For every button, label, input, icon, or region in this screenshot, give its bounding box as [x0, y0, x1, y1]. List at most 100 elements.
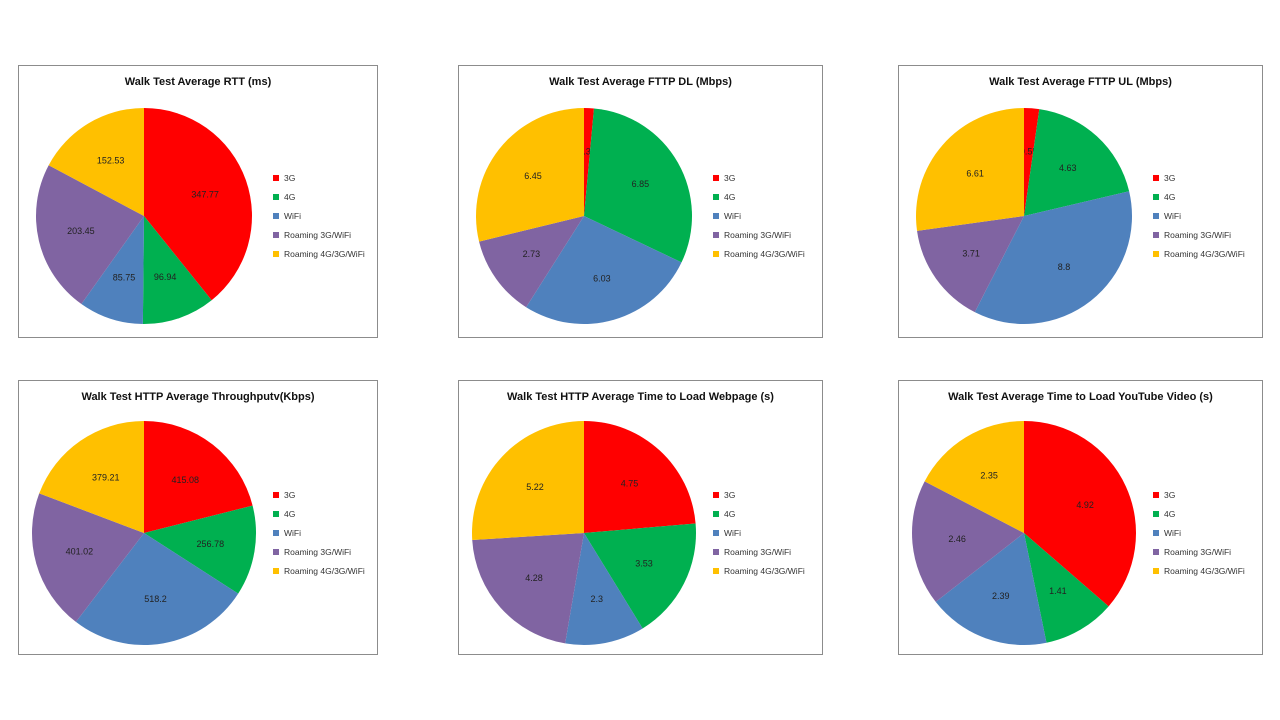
legend-item: 3G	[273, 168, 365, 187]
legend-swatch	[273, 567, 279, 574]
data-label: 5.22	[526, 482, 544, 492]
legend-item: Roaming 3G/WiFi	[273, 542, 365, 561]
legend-label: Roaming 3G/WiFi	[284, 229, 352, 240]
data-label: 256.78	[197, 539, 225, 549]
legend: 3G 4G WiFi Roaming 3G/WiFi Roaming 4G/3G/WiF…	[1153, 485, 1245, 580]
data-label: 379.21	[92, 473, 120, 483]
data-label: 2.35	[980, 471, 998, 481]
legend-swatch	[713, 231, 719, 238]
pie-slice-roaming-3g-wifi	[917, 216, 1024, 313]
legend: 3G 4G WiFi Roaming 3G/WiFi Roaming 4G/3G/WiF…	[713, 168, 805, 263]
data-label: 4.75	[621, 479, 639, 489]
legend-label: Roaming 4G/3G/WiFi	[724, 248, 805, 259]
legend-label: 4G	[1164, 191, 1176, 202]
data-label: 4.92	[1076, 500, 1094, 510]
legend-label: Roaming 4G/3G/WiFi	[1164, 248, 1245, 259]
legend-item: 3G	[273, 485, 365, 504]
legend-swatch	[273, 231, 279, 238]
chart-youtube-load: Walk Test Average Time to Load YouTube V…	[898, 380, 1263, 655]
legend-swatch	[713, 174, 719, 181]
legend-label: WiFi	[284, 527, 301, 538]
legend-label: Roaming 4G/3G/WiFi	[284, 565, 365, 576]
legend-item: Roaming 3G/WiFi	[1153, 542, 1245, 561]
legend-item: 3G	[1153, 168, 1245, 187]
legend-swatch	[713, 548, 719, 555]
legend-label: 3G	[724, 489, 736, 500]
legend-swatch	[1153, 548, 1159, 555]
pie-slice-wifi	[81, 216, 144, 324]
data-label: 96.94	[154, 272, 177, 282]
data-label: 2.3	[590, 594, 603, 604]
pie-slice-wifi	[565, 533, 643, 645]
data-label: 4.28	[525, 573, 543, 583]
legend-swatch	[1153, 529, 1159, 536]
data-label: 1.41	[1049, 586, 1067, 596]
legend-label: Roaming 3G/WiFi	[1164, 546, 1232, 557]
legend-label: Roaming 3G/WiFi	[1164, 229, 1232, 240]
legend-swatch	[1153, 491, 1159, 498]
pie-slice-3g	[144, 108, 252, 301]
data-label: 3.53	[635, 558, 653, 568]
pie: 347.77 96.94 85.75 203.45 152.53	[36, 108, 252, 324]
pie-slice-roaming-4g-3g-wifi	[48, 108, 144, 216]
data-label: 2.73	[523, 249, 541, 259]
pie-slice-4g	[584, 523, 696, 629]
chart-fttp-dl: Walk Test Average FTTP DL (Mbps) 0.33 6.85…	[458, 65, 823, 338]
legend-swatch	[713, 193, 719, 200]
data-label: 0.55	[1020, 146, 1038, 156]
pie-slice-roaming-4g-3g-wifi	[476, 107, 584, 242]
legend-label: Roaming 4G/3G/WiFi	[1164, 565, 1245, 576]
pie-slice-4g	[144, 505, 256, 594]
data-label: 152.53	[97, 155, 125, 165]
legend-swatch	[273, 193, 279, 200]
data-label: 6.61	[966, 168, 984, 178]
legend-swatch	[713, 250, 719, 257]
pie-slice-roaming-4g-3g-wifi	[924, 421, 1024, 533]
legend-label: WiFi	[1164, 527, 1181, 538]
pie-slice-roaming-3g-wifi	[36, 165, 144, 305]
legend-label: Roaming 3G/WiFi	[724, 229, 792, 240]
legend-item: 4G	[713, 187, 805, 206]
data-label: 347.77	[191, 189, 219, 199]
legend-item: 4G	[1153, 504, 1245, 523]
chart-title: Walk Test Average Time to Load YouTube V…	[948, 391, 1213, 403]
legend-item: 4G	[1153, 187, 1245, 206]
chart-http-throughput: Walk Test HTTP Average Throughputv(Kbps)…	[18, 380, 378, 655]
legend-swatch	[273, 174, 279, 181]
data-label: 6.03	[593, 273, 611, 283]
legend-label: 3G	[1164, 489, 1176, 500]
chart-title: Walk Test HTTP Average Time to Load Webp…	[507, 391, 774, 403]
pie-slice-4g	[584, 108, 692, 263]
legend-item: Roaming 3G/WiFi	[1153, 225, 1245, 244]
legend-swatch	[713, 510, 719, 517]
data-label: 8.8	[1058, 262, 1071, 272]
pie-slice-roaming-4g-3g-wifi	[39, 421, 144, 533]
legend-label: WiFi	[724, 527, 741, 538]
pie-slice-3g	[584, 421, 696, 533]
legend-item: Roaming 4G/3G/WiFi	[713, 244, 805, 263]
legend-label: 4G	[1164, 508, 1176, 519]
legend-item: 3G	[713, 485, 805, 504]
data-label: 3.71	[962, 249, 980, 259]
pie: 4.75 3.53 2.3 4.28 5.22	[472, 421, 696, 645]
legend-swatch	[273, 491, 279, 498]
pie-slice-wifi	[526, 216, 682, 324]
legend-swatch	[1153, 567, 1159, 574]
pie-slice-wifi	[974, 191, 1132, 324]
legend-label: Roaming 4G/3G/WiFi	[284, 248, 365, 259]
legend-item: Roaming 4G/3G/WiFi	[1153, 561, 1245, 580]
pie-slice-wifi	[935, 533, 1047, 645]
legend-swatch	[1153, 193, 1159, 200]
pie-slice-roaming-3g-wifi	[479, 216, 584, 308]
data-label: 6.85	[632, 179, 650, 189]
legend-swatch	[273, 510, 279, 517]
chart-title: Walk Test Average FTTP UL (Mbps)	[989, 76, 1172, 88]
data-label: 203.45	[67, 226, 95, 236]
legend: 3G 4G WiFi Roaming 3G/WiFi Roaming 4G/3G/WiF…	[273, 485, 365, 580]
chart-fttp-ul: Walk Test Average FTTP UL (Mbps) 0.55 4.63…	[898, 65, 1263, 338]
legend-swatch	[1153, 250, 1159, 257]
legend-label: WiFi	[1164, 210, 1181, 221]
legend-label: Roaming 3G/WiFi	[284, 546, 352, 557]
legend-label: 3G	[1164, 172, 1176, 183]
legend-swatch	[713, 212, 719, 219]
